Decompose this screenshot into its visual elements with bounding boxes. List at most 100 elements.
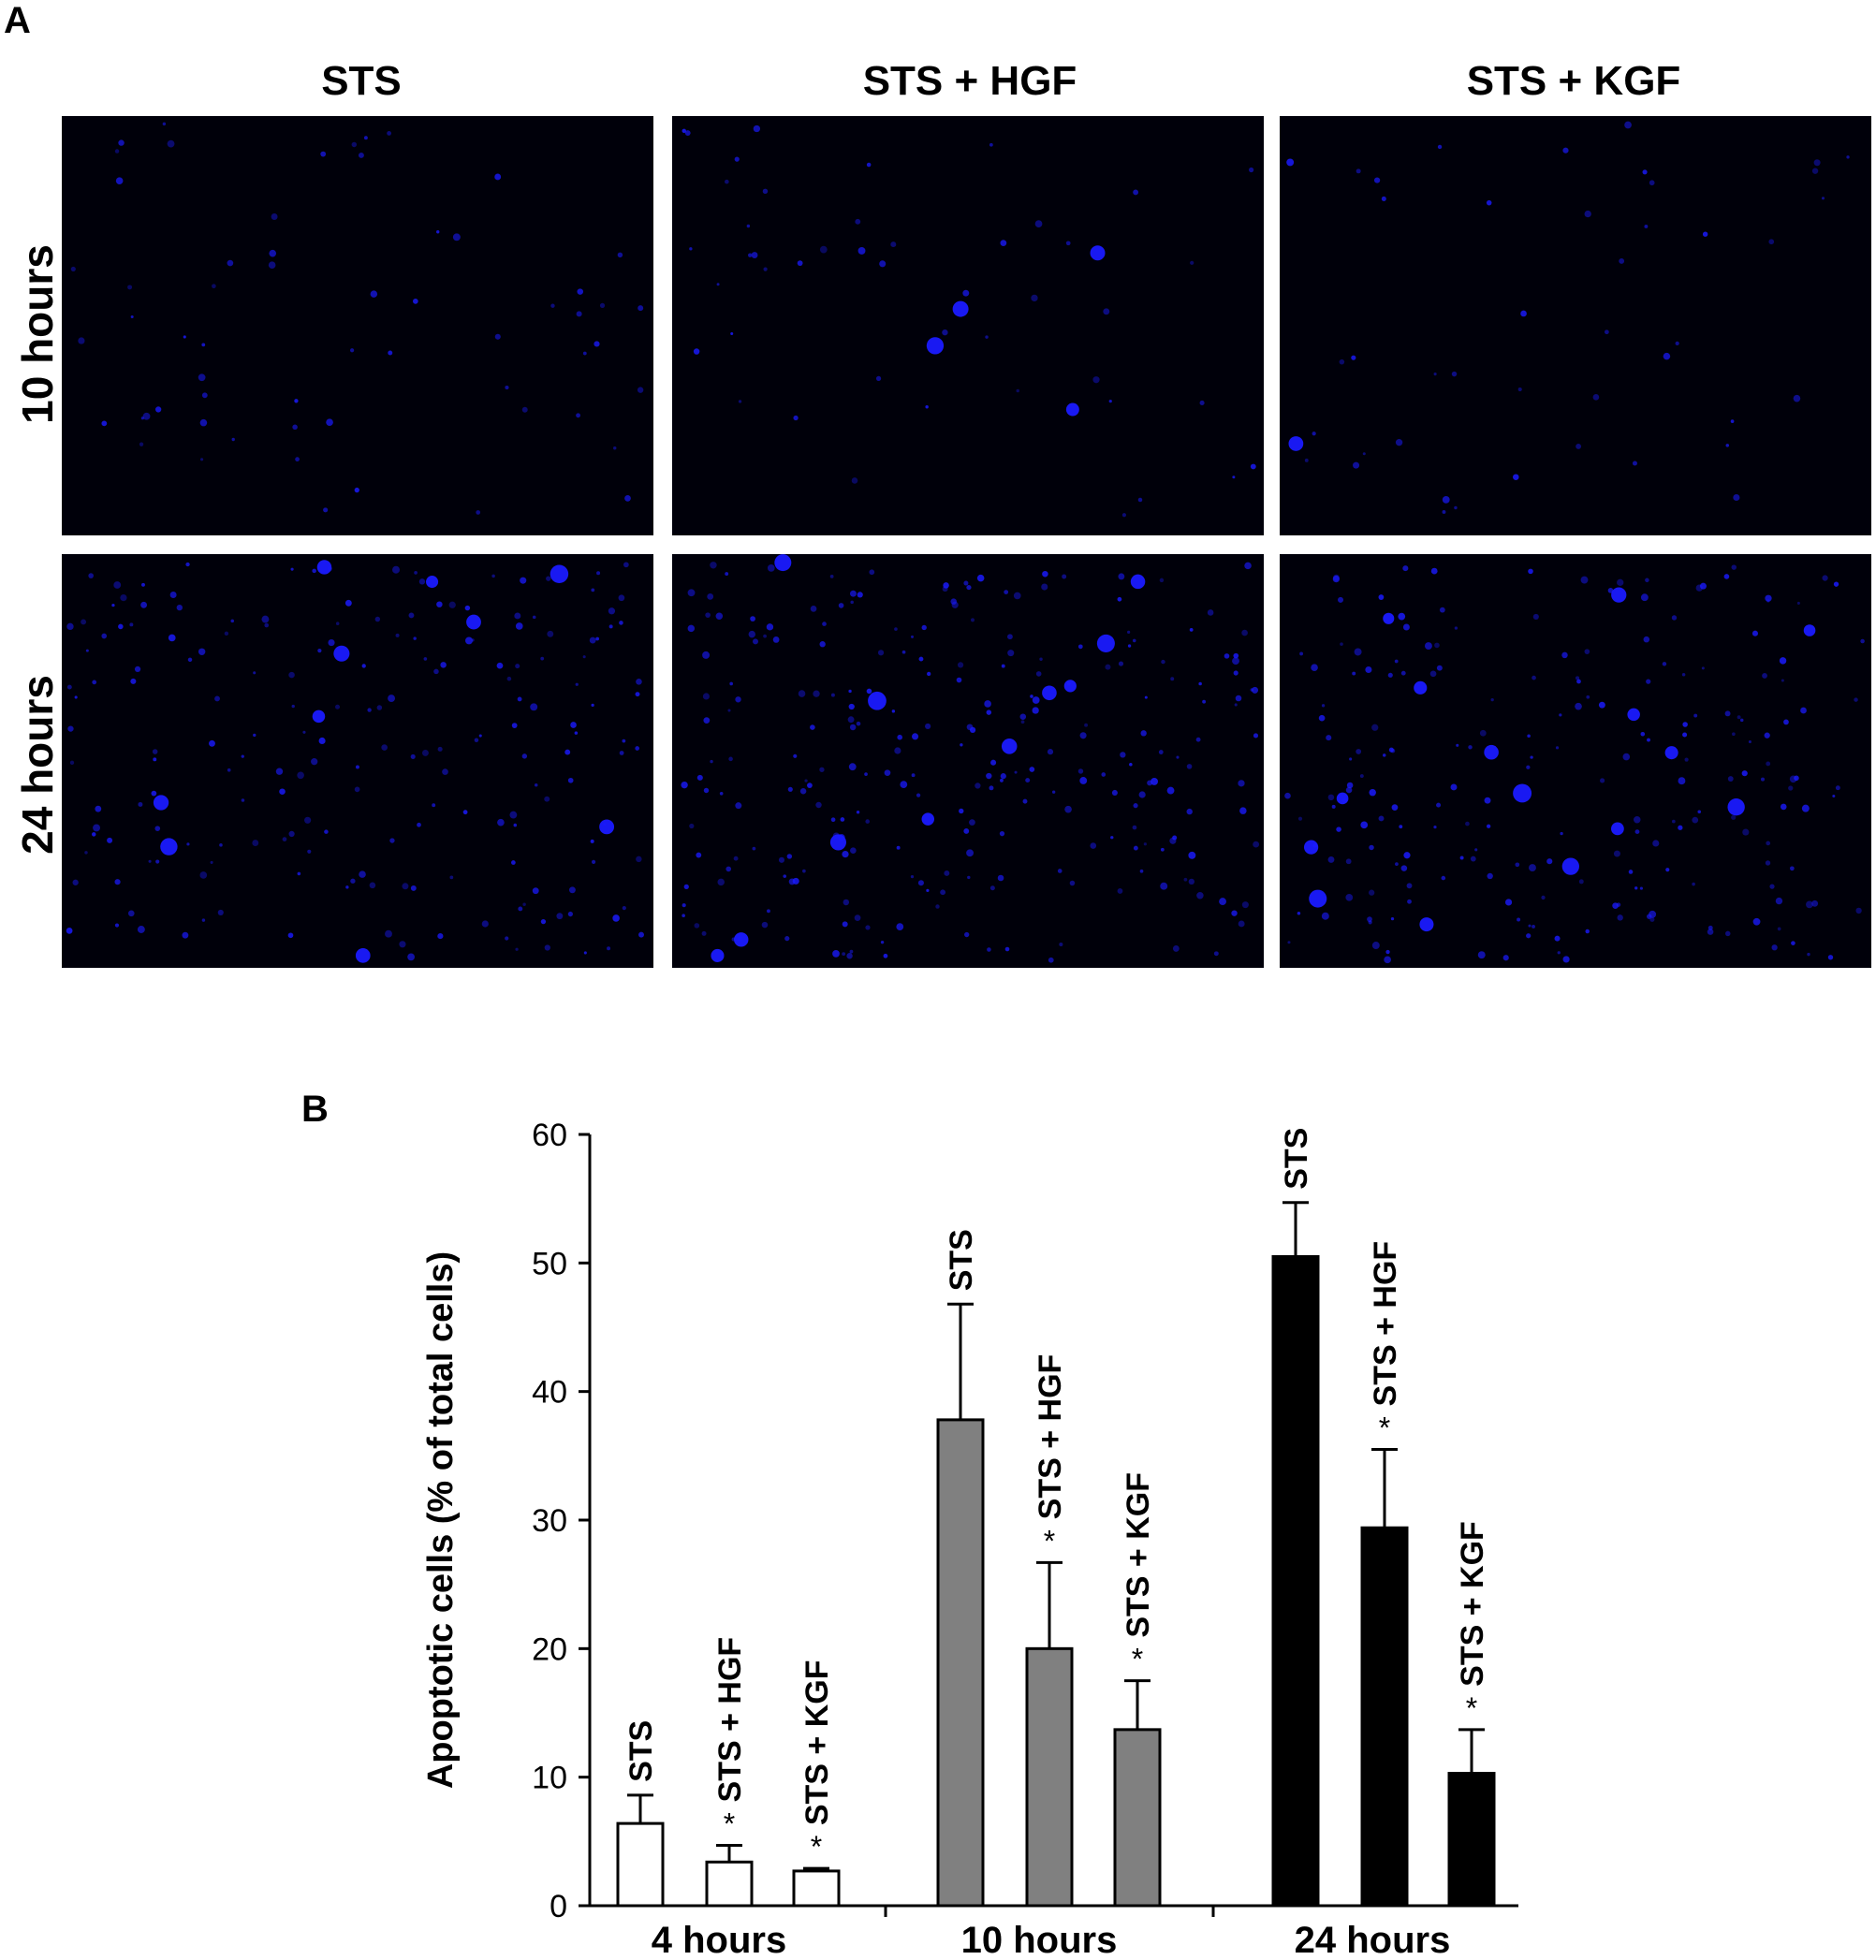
nucleus-dot bbox=[935, 904, 940, 909]
nucleus-dot bbox=[327, 565, 332, 572]
nucleus-dot bbox=[1585, 929, 1590, 934]
nucleus-dot bbox=[1121, 513, 1126, 518]
nucleus-dot bbox=[848, 689, 852, 694]
nucleus-dot bbox=[66, 622, 74, 631]
nucleus-dot bbox=[617, 252, 623, 258]
nucleus-dot bbox=[564, 749, 571, 755]
nucleus-dot bbox=[1665, 868, 1670, 872]
nucleus-dot bbox=[290, 567, 294, 571]
nucleus-dot bbox=[1369, 889, 1375, 896]
nucleus-dot bbox=[1326, 735, 1332, 741]
nucleus-dot bbox=[185, 562, 190, 567]
nucleus-dot bbox=[95, 805, 102, 812]
nucleus-dot bbox=[1788, 785, 1794, 791]
nucleus-dot bbox=[1352, 671, 1356, 676]
nucleus-dot bbox=[426, 576, 439, 589]
nucleus-dot bbox=[476, 510, 481, 515]
nucleus-dot bbox=[638, 305, 644, 312]
nucleus-dot bbox=[344, 599, 352, 607]
nucleus-dot bbox=[1764, 732, 1770, 739]
nucleus-dot bbox=[1777, 927, 1781, 931]
micrograph-10-hours-2 bbox=[672, 116, 1264, 535]
nucleus-dot bbox=[81, 619, 87, 625]
nucleus-dot bbox=[387, 131, 391, 136]
nucleus-dot bbox=[199, 458, 204, 461]
nucleus-dot bbox=[1622, 753, 1631, 761]
nucleus-dot bbox=[864, 772, 868, 776]
nucleus-dot bbox=[1127, 644, 1132, 648]
nucleus-dot bbox=[1144, 695, 1148, 699]
nucleus-dot bbox=[418, 578, 426, 585]
nucleus-dot bbox=[115, 177, 124, 184]
nucleus-dot bbox=[294, 399, 299, 403]
nucleus-dot bbox=[926, 337, 945, 355]
nucleus-dot bbox=[511, 723, 518, 728]
nucleus-dot bbox=[505, 385, 509, 390]
nucleus-dot bbox=[1732, 732, 1736, 737]
nucleus-dot bbox=[684, 130, 691, 136]
nucleus-dot bbox=[1742, 828, 1750, 836]
nucleus-dot bbox=[1117, 596, 1122, 602]
nucleus-dot bbox=[1678, 777, 1686, 785]
nucleus-dot bbox=[1451, 371, 1458, 377]
nucleus-dot bbox=[1001, 739, 1018, 754]
nucleus-dot bbox=[1110, 836, 1114, 840]
nucleus-dot bbox=[1520, 310, 1527, 317]
nucleus-dot bbox=[212, 284, 216, 289]
nucleus-dot bbox=[1806, 900, 1813, 909]
nucleus-dot bbox=[687, 589, 696, 597]
nucleus-dot bbox=[622, 906, 626, 911]
nucleus-dot bbox=[1387, 672, 1393, 678]
nucleus-dot bbox=[710, 562, 717, 569]
nucleus-dot bbox=[1129, 762, 1133, 767]
nucleus-dot bbox=[1833, 581, 1839, 587]
nucleus-dot bbox=[318, 737, 326, 745]
nucleus-dot bbox=[963, 827, 970, 834]
nucleus-dot bbox=[1678, 825, 1683, 830]
nucleus-dot bbox=[1846, 155, 1850, 159]
nucleus-dot bbox=[1827, 955, 1834, 960]
nucleus-dot bbox=[1604, 329, 1609, 335]
nucleus-dot bbox=[547, 630, 554, 637]
nucleus-dot bbox=[1000, 773, 1006, 780]
nucleus-dot bbox=[556, 913, 564, 920]
nucleus-dot bbox=[1822, 575, 1828, 581]
nucleus-dot bbox=[1001, 664, 1005, 668]
nucleus-dot bbox=[608, 607, 616, 615]
nucleus-dot bbox=[567, 777, 574, 783]
nucleus-dot bbox=[1219, 898, 1226, 906]
nucleus-dot bbox=[969, 819, 975, 826]
nucleus-dot bbox=[911, 773, 916, 778]
nucleus-dot bbox=[890, 241, 897, 248]
nucleus-dot bbox=[1297, 816, 1303, 821]
nucleus-dot bbox=[1402, 623, 1410, 631]
nucleus-dot bbox=[702, 693, 710, 700]
nucleus-dot bbox=[1731, 814, 1737, 820]
nucleus-dot bbox=[1526, 933, 1532, 939]
nucleus-dot bbox=[1682, 722, 1688, 727]
nucleus-dot bbox=[1724, 930, 1731, 937]
nucleus-dot bbox=[735, 802, 742, 810]
nucleus-dot bbox=[1249, 167, 1254, 173]
nucleus-dot bbox=[297, 771, 304, 780]
nucleus-dot bbox=[1643, 636, 1650, 643]
nucleus-dot bbox=[1340, 642, 1343, 646]
nucleus-dot bbox=[1133, 803, 1138, 809]
nucleus-dot bbox=[127, 910, 135, 917]
nucleus-dot bbox=[183, 335, 186, 339]
nucleus-dot bbox=[1513, 474, 1519, 480]
nucleus-dot bbox=[230, 619, 235, 623]
nucleus-dot bbox=[412, 299, 418, 304]
nucleus-dot bbox=[1032, 696, 1040, 704]
nucleus-dot bbox=[1424, 642, 1432, 651]
nucleus-dot bbox=[410, 753, 416, 759]
nucleus-dot bbox=[752, 638, 759, 645]
nucleus-dot bbox=[1407, 899, 1412, 904]
nucleus-dot bbox=[1084, 723, 1089, 727]
nucleus-dot bbox=[1047, 749, 1054, 755]
nucleus-dot bbox=[1188, 878, 1194, 885]
nucleus-dot bbox=[589, 636, 596, 644]
nucleus-dot bbox=[583, 951, 587, 955]
nucleus-dot bbox=[1454, 626, 1458, 630]
